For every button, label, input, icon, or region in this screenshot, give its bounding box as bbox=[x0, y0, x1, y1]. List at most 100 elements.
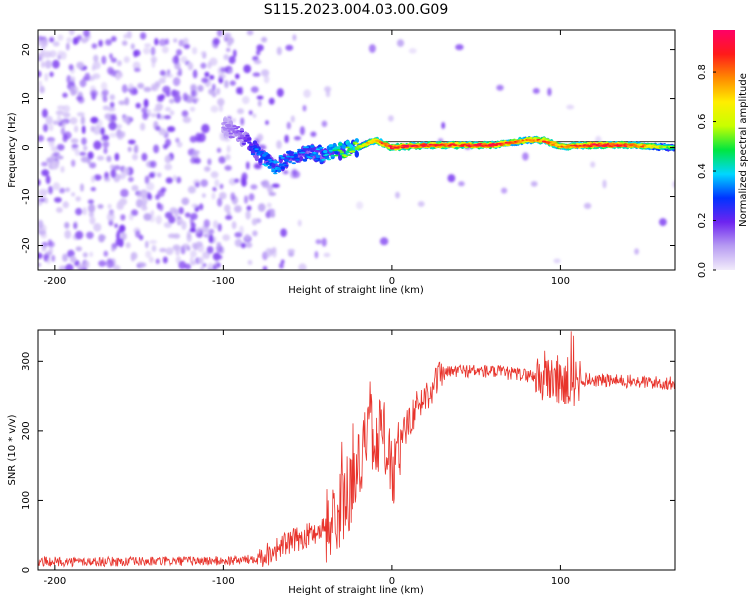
spectrogram-cell bbox=[388, 115, 394, 122]
spectrogram-cell bbox=[90, 187, 97, 192]
spectrogram-ridge-cell bbox=[228, 132, 233, 135]
spectrogram-cell bbox=[119, 198, 128, 206]
spectrogram-cell bbox=[143, 213, 152, 221]
spectrogram-cell bbox=[48, 185, 53, 195]
spectrogram-cell bbox=[219, 183, 224, 190]
spectrogram-cell bbox=[223, 54, 229, 61]
spectrogram-ridge-cell bbox=[328, 149, 334, 152]
spectrogram-ridge-cell bbox=[280, 157, 285, 159]
spectrogram-cell bbox=[266, 202, 272, 208]
spectrogram-ridge-cell bbox=[350, 150, 356, 153]
spectrogram-cell bbox=[199, 266, 205, 270]
spectrogram-cell bbox=[173, 38, 178, 43]
y-tick-label: 10 bbox=[21, 92, 32, 105]
spectrogram-ridge-cell bbox=[260, 156, 265, 160]
spectrogram-cell bbox=[191, 90, 196, 97]
spectrogram-cell bbox=[241, 178, 247, 187]
spectrogram-cell bbox=[154, 38, 159, 46]
spectrogram-ridge-cell bbox=[319, 146, 324, 149]
spectrogram-cell bbox=[290, 115, 295, 123]
spectrogram-cell bbox=[200, 62, 207, 69]
y-tick-label: -20 bbox=[21, 237, 32, 253]
spectrogram-cell bbox=[104, 177, 111, 182]
spectrogram-cell bbox=[81, 137, 87, 146]
spectrogram-y-axis: -20 -10 0 10 20 bbox=[21, 43, 675, 254]
spectrogram-ridge-cell bbox=[477, 143, 482, 146]
spectrogram-cell bbox=[80, 183, 84, 192]
spectrogram-cell bbox=[46, 157, 55, 164]
spectrogram-cell bbox=[66, 37, 73, 43]
spectrogram-cell bbox=[165, 106, 171, 112]
spectrogram-cell bbox=[216, 254, 223, 260]
spectrogram-cell bbox=[123, 33, 128, 39]
spectrogram-cell bbox=[149, 239, 158, 245]
spectrogram-cell bbox=[268, 192, 277, 196]
spectrogram-cell bbox=[134, 144, 139, 154]
spectrogram-cell bbox=[276, 46, 282, 56]
spectrogram-cell bbox=[164, 163, 173, 171]
spectrogram-ridge-cell bbox=[237, 137, 243, 140]
spectrogram-y-label: Frequency (Hz) bbox=[7, 112, 18, 188]
spectrogram-cell bbox=[88, 211, 94, 218]
spectrogram-cell bbox=[237, 108, 244, 115]
spectrogram-cell bbox=[602, 179, 607, 189]
spectrogram-ridge-cell bbox=[330, 154, 335, 157]
spectrogram-ridge-cell bbox=[488, 144, 493, 147]
spectrogram-cell bbox=[157, 94, 165, 100]
spectrogram-ridge-cell bbox=[223, 117, 228, 123]
spectrogram-cell bbox=[141, 196, 148, 206]
spectrogram-cell bbox=[151, 245, 157, 252]
spectrogram-cell bbox=[75, 207, 83, 216]
spectrogram-cell bbox=[265, 247, 273, 258]
spectrogram-cell bbox=[634, 248, 639, 255]
spectrogram-ridge-cell bbox=[326, 158, 332, 161]
spectrogram-cell bbox=[157, 189, 165, 197]
spectrogram-cell bbox=[118, 100, 126, 106]
spectrogram-cell bbox=[263, 75, 270, 84]
spectrogram-cell bbox=[63, 131, 72, 140]
spectrogram-cell bbox=[246, 205, 252, 211]
spectrogram-ridge-cell bbox=[286, 150, 291, 154]
spectrogram-ridge-cell bbox=[310, 154, 315, 157]
spectrogram-cell bbox=[659, 218, 667, 227]
spectrogram-cell bbox=[138, 234, 144, 241]
spectrogram-ridge-cell bbox=[302, 158, 308, 162]
spectrogram-cell bbox=[57, 50, 64, 57]
spectrogram-cell bbox=[447, 174, 456, 183]
spectrogram-cell bbox=[58, 265, 67, 270]
spectrogram-cell bbox=[65, 187, 70, 193]
spectrogram-ridge-cell bbox=[276, 170, 282, 173]
spectrogram-ridge-cell bbox=[334, 154, 339, 157]
spectrogram-ridge-cell bbox=[343, 155, 348, 158]
spectrogram-ridge-cell bbox=[313, 158, 319, 161]
spectrogram-cell bbox=[191, 203, 198, 208]
spectrogram-ridge-cell bbox=[482, 143, 487, 146]
spectrogram-cell bbox=[168, 215, 176, 224]
spectrogram-cell bbox=[44, 72, 49, 82]
spectrogram-cell bbox=[41, 161, 48, 167]
spectrogram-cell bbox=[116, 129, 122, 138]
spectrogram-cell bbox=[93, 140, 102, 150]
spectrogram-cell bbox=[150, 46, 156, 56]
spectrogram-cell bbox=[194, 182, 200, 188]
spectrogram-cell bbox=[38, 252, 43, 259]
spectrogram-cell bbox=[159, 70, 166, 76]
spectrogram-cell bbox=[250, 184, 258, 190]
spectrogram-cell bbox=[51, 160, 59, 170]
spectrogram-cell bbox=[56, 144, 65, 151]
spectrogram-cell bbox=[215, 87, 221, 95]
x-tick-label: 100 bbox=[551, 276, 570, 287]
spectrogram-cell bbox=[52, 59, 60, 69]
colorbar-gradient bbox=[713, 30, 735, 270]
spectrogram-cell bbox=[130, 252, 136, 262]
spectrogram-cell bbox=[226, 211, 231, 217]
spectrogram-cell bbox=[207, 158, 212, 166]
spectrogram-ridge-cell bbox=[328, 144, 334, 148]
spectrogram-ridge bbox=[221, 116, 675, 175]
spectrogram-cell bbox=[186, 233, 192, 243]
spectrogram-ridge-cell bbox=[299, 156, 304, 162]
spectrogram-ridge-cell bbox=[325, 153, 330, 156]
spectrogram-ridge-cell bbox=[223, 121, 228, 124]
spectrogram-cell bbox=[292, 170, 301, 179]
spectrogram-cell bbox=[128, 83, 134, 91]
